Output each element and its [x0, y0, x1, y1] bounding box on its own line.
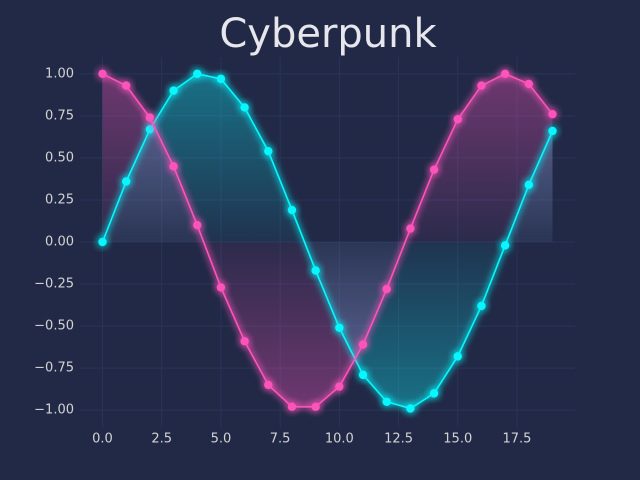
- point: [406, 224, 415, 233]
- point: [548, 109, 557, 119]
- point: [216, 74, 226, 84]
- point: [145, 113, 155, 122]
- area-glow: [102, 73, 553, 409]
- point: [500, 69, 510, 79]
- y-tick-label: −0.75: [34, 361, 74, 376]
- point: [382, 397, 391, 406]
- point: [429, 165, 439, 174]
- y-tick-label: −0.25: [34, 277, 74, 292]
- x-tick-label: 17.5: [502, 432, 531, 447]
- point: [311, 402, 320, 412]
- point: [311, 266, 320, 275]
- y-tick-label: 1.00: [45, 66, 74, 81]
- x-tick-label: 7.5: [270, 432, 291, 447]
- point: [240, 103, 249, 112]
- x-tick-label: 5.0: [211, 432, 232, 447]
- point: [524, 79, 534, 89]
- point: [169, 162, 178, 171]
- x-tick-label: 12.5: [384, 432, 413, 447]
- point: [500, 241, 510, 250]
- point: [264, 146, 273, 156]
- point: [335, 382, 344, 391]
- point: [216, 283, 226, 292]
- y-tick-label: 0.75: [45, 108, 74, 123]
- x-tick-label: 10.0: [325, 432, 354, 447]
- point: [169, 86, 178, 95]
- point: [287, 402, 297, 412]
- point: [121, 177, 131, 186]
- y-tick-label: −0.50: [34, 319, 74, 334]
- point: [193, 69, 202, 79]
- point: [382, 284, 391, 294]
- point: [264, 380, 273, 390]
- point: [98, 69, 107, 79]
- x-tick-label: 2.5: [151, 432, 172, 447]
- point: [335, 323, 344, 332]
- y-tick-label: 0.50: [45, 150, 74, 165]
- point: [121, 81, 131, 90]
- point: [453, 352, 462, 361]
- point: [358, 340, 368, 349]
- point: [406, 404, 415, 413]
- point: [524, 180, 534, 190]
- point: [193, 220, 202, 230]
- point: [98, 237, 107, 247]
- chart-title: Cyberpunk: [219, 11, 437, 57]
- point: [358, 370, 368, 380]
- y-tick-label: −1.00: [34, 403, 74, 418]
- x-tick-label: 0.0: [92, 432, 113, 447]
- point: [477, 81, 486, 90]
- x-tick-label: 15.0: [443, 432, 472, 447]
- point: [548, 126, 557, 136]
- area-glow: [102, 73, 553, 407]
- point: [453, 115, 462, 124]
- y-tick-label: 0.00: [45, 235, 74, 250]
- point: [240, 337, 249, 346]
- point: [477, 301, 486, 311]
- point: [429, 389, 439, 398]
- y-tick-label: 0.25: [45, 192, 74, 207]
- point: [287, 205, 297, 215]
